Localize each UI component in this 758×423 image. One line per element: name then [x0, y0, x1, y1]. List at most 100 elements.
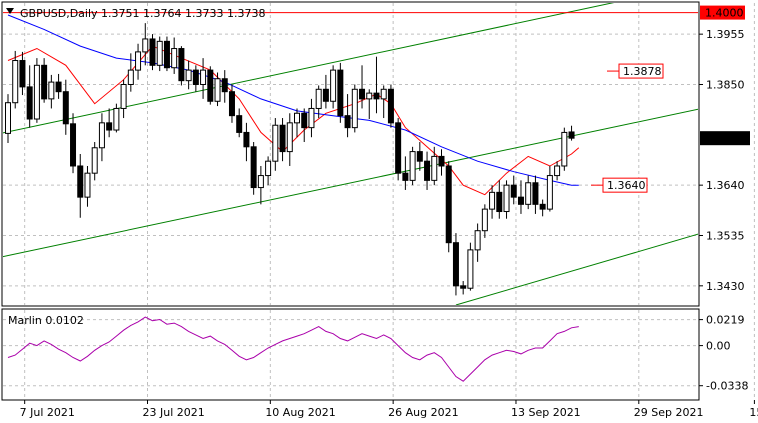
bullish-candle-body	[113, 107, 120, 131]
candle	[452, 233, 459, 296]
bearish-candle-body	[402, 172, 409, 181]
candle	[236, 108, 243, 138]
bullish-candle-body	[200, 69, 207, 85]
bearish-candle-body	[77, 165, 84, 198]
bearish-candle-body	[41, 64, 48, 100]
bullish-candle-body	[84, 172, 91, 198]
candle	[77, 154, 84, 218]
level-label-text: 1.3640	[607, 179, 646, 192]
bullish-candle-body	[554, 165, 561, 177]
candle	[561, 127, 568, 171]
candlesticks	[5, 23, 575, 296]
bearish-candle-body	[424, 160, 431, 181]
candle	[185, 60, 192, 90]
indicator-tick-label: 0.0219	[706, 314, 745, 327]
indicator-title: Marlin 0.0102	[8, 314, 84, 327]
bearish-candle-body	[452, 242, 459, 287]
bearish-candle-body	[178, 48, 185, 82]
candle	[70, 113, 77, 174]
candle	[91, 142, 98, 181]
chart-collapse-arrow-icon[interactable]	[6, 8, 14, 14]
candle	[517, 180, 524, 214]
candle	[98, 113, 105, 162]
candle	[207, 66, 214, 105]
bullish-candle-body	[467, 249, 474, 289]
marlin-indicator-pane[interactable]: Marlin 0.0102	[1, 308, 755, 401]
price-tick-label: 1.3955	[706, 28, 745, 41]
date-tick-label: 15 Oct 2021	[749, 406, 758, 419]
candle	[257, 165, 264, 205]
candle	[315, 85, 322, 119]
bearish-candle-body	[387, 88, 394, 124]
bearish-candle-body	[236, 115, 243, 133]
candle	[308, 98, 315, 138]
candle	[532, 175, 539, 214]
bullish-candle-body	[474, 230, 481, 251]
channel-line	[455, 233, 698, 305]
candle	[135, 43, 142, 80]
bearish-candle-body	[517, 196, 524, 205]
candle	[62, 79, 69, 135]
bearish-candle-body	[510, 184, 517, 198]
bullish-candle-body	[380, 88, 387, 100]
candle	[380, 85, 387, 119]
date-tick-label: 13 Sep 2021	[511, 406, 581, 419]
indicator-grid	[3, 310, 755, 399]
candle	[12, 50, 19, 109]
candle	[214, 72, 221, 107]
bearish-candle-body	[149, 38, 156, 66]
level-label-text: 1.4000	[705, 7, 744, 20]
bullish-candle-body	[315, 88, 322, 109]
bullish-candle-body	[489, 191, 496, 210]
main-price-pane[interactable]: GBPUSD,Daily 1.3751 1.3764 1.3733 1.3738	[1, 0, 755, 307]
candle	[359, 65, 366, 109]
bullish-candle-body	[135, 51, 142, 71]
level-label-box	[602, 177, 648, 193]
candle	[460, 281, 467, 295]
bearish-candle-body	[344, 115, 351, 129]
bearish-candle-body	[322, 88, 329, 102]
candle	[228, 84, 235, 123]
bullish-candle-body	[351, 88, 358, 129]
bullish-candle-body	[98, 122, 105, 149]
candle	[395, 118, 402, 181]
candle	[48, 74, 55, 109]
price-tick-label: 1.3430	[706, 280, 745, 293]
candle	[301, 108, 308, 143]
candle	[5, 94, 11, 143]
bearish-candle-body	[445, 165, 452, 244]
price-tick-label: 1.3640	[706, 179, 745, 192]
candle	[546, 165, 553, 212]
candle	[568, 125, 575, 141]
date-axis: 7 Jul 2021 23 Jul 2021 10 Aug 2021 26 Aug 2…	[20, 400, 758, 419]
bearish-candle-body	[228, 91, 235, 117]
bullish-candle-body	[48, 81, 55, 100]
candle	[344, 94, 351, 138]
bullish-candle-body	[561, 131, 568, 167]
candle	[250, 142, 257, 195]
level-label-box	[618, 63, 664, 79]
candle	[149, 34, 156, 71]
candle	[373, 56, 380, 114]
candle	[474, 223, 481, 262]
candle	[489, 185, 496, 219]
candle	[127, 53, 134, 92]
candle	[467, 242, 474, 291]
bullish-candle-body	[127, 69, 134, 85]
candle	[402, 156, 409, 190]
candle	[525, 175, 532, 210]
candle	[178, 46, 185, 86]
bullish-candle-body	[525, 182, 532, 205]
bullish-candle-body	[286, 122, 293, 153]
bearish-candle-body	[106, 122, 113, 131]
candle	[84, 165, 91, 207]
bearish-candle-body	[496, 191, 503, 213]
bearish-candle-body	[163, 40, 170, 69]
candle	[554, 161, 561, 181]
bearish-candle-body	[19, 60, 26, 88]
candle	[445, 161, 452, 253]
bullish-candle-body	[546, 175, 553, 210]
current-price-label: 1.3738	[705, 132, 744, 145]
bullish-candle-body	[409, 151, 416, 181]
